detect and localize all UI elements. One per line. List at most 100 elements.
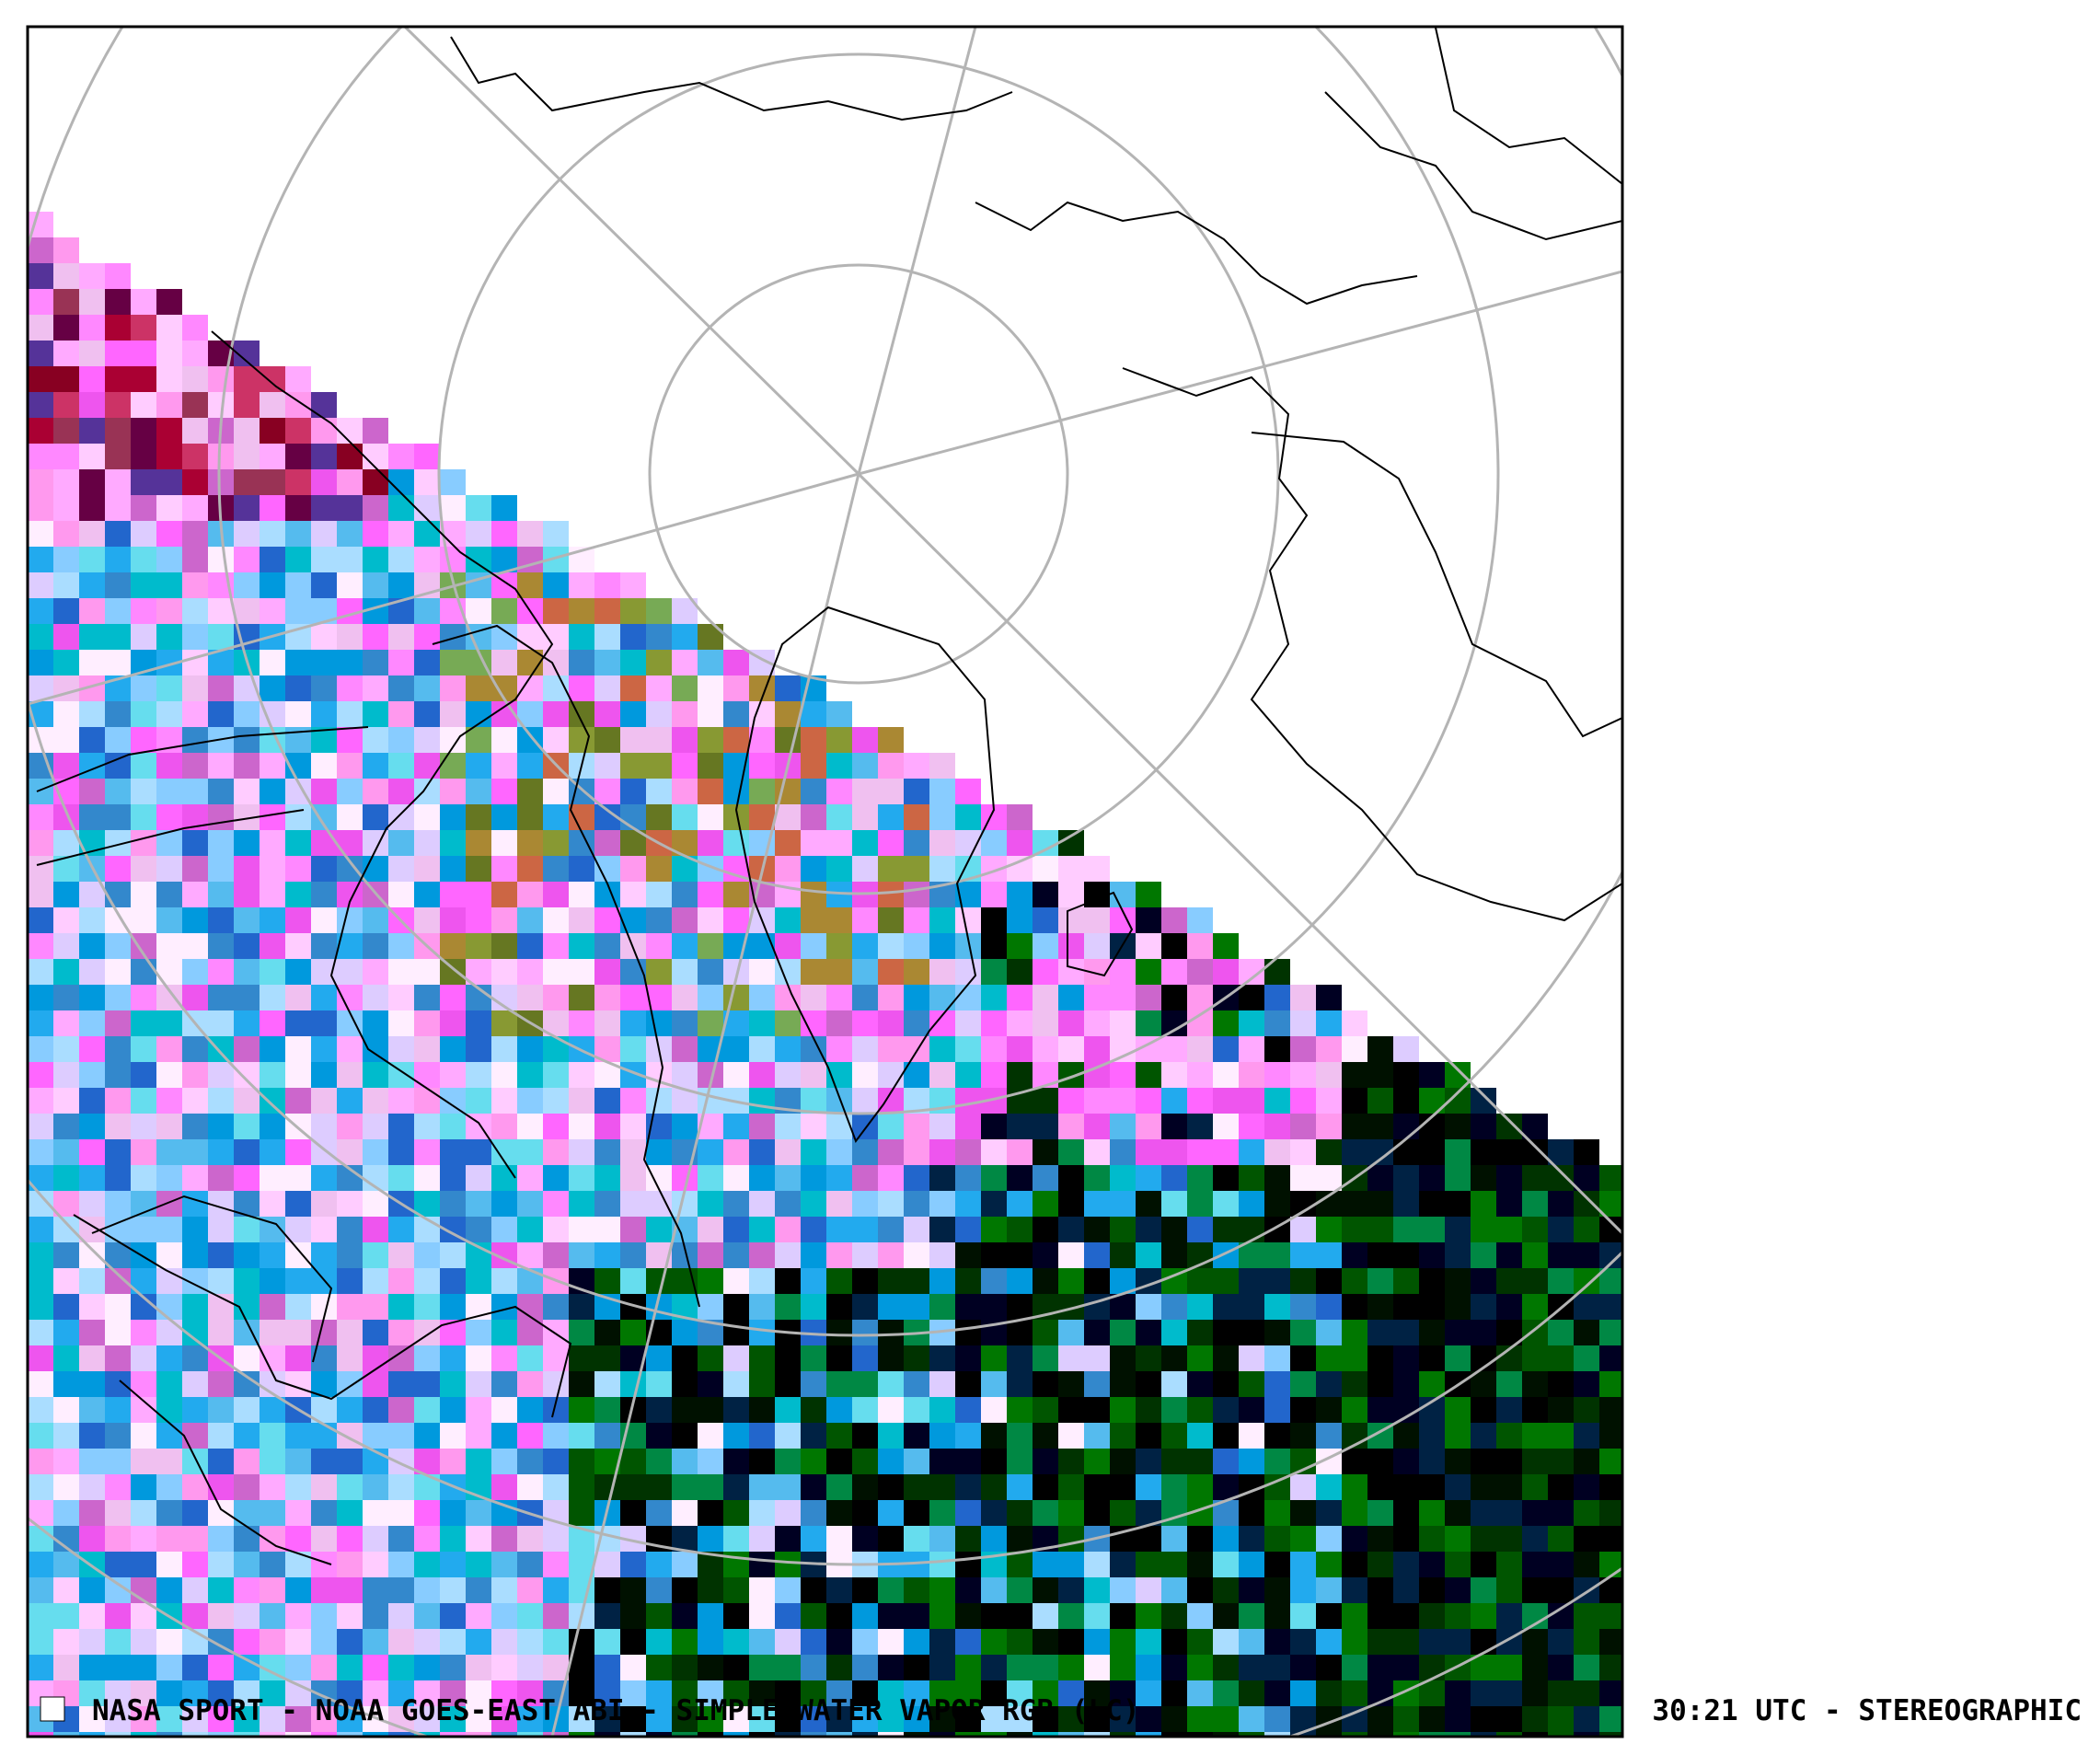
image-cell bbox=[543, 1036, 569, 1062]
image-cell bbox=[182, 1449, 208, 1474]
image-cell bbox=[1342, 1010, 1367, 1036]
image-cell bbox=[53, 1294, 79, 1320]
image-cell bbox=[1290, 1655, 1316, 1680]
image-cell bbox=[955, 1010, 981, 1036]
image-cell bbox=[1239, 1345, 1264, 1371]
image-cell bbox=[131, 1680, 156, 1706]
image-cell bbox=[1213, 1294, 1239, 1320]
image-cell bbox=[208, 1268, 234, 1294]
image-cell bbox=[53, 1268, 79, 1294]
image-cell bbox=[517, 1088, 543, 1114]
image-cell bbox=[1445, 1577, 1471, 1603]
image-cell bbox=[156, 1397, 182, 1423]
image-cell bbox=[1058, 1577, 1084, 1603]
image-cell bbox=[1058, 1655, 1084, 1680]
image-cell bbox=[1445, 1474, 1471, 1500]
image-cell bbox=[594, 1345, 620, 1371]
image-cell bbox=[156, 1423, 182, 1449]
image-cell bbox=[1393, 1474, 1419, 1500]
image-cell bbox=[79, 1655, 105, 1680]
image-cell bbox=[491, 753, 517, 779]
image-cell bbox=[569, 1655, 594, 1680]
image-cell bbox=[620, 907, 646, 933]
image-cell bbox=[594, 675, 620, 701]
image-cell bbox=[620, 882, 646, 907]
image-cell bbox=[388, 650, 414, 675]
image-cell bbox=[646, 1010, 672, 1036]
image-cell bbox=[981, 959, 1007, 985]
image-cell bbox=[337, 1526, 363, 1552]
image-cell bbox=[1136, 1655, 1161, 1680]
image-cell bbox=[1136, 1242, 1161, 1268]
image-cell bbox=[156, 1320, 182, 1345]
image-cell bbox=[156, 959, 182, 985]
image-cell bbox=[1548, 1526, 1574, 1552]
image-cell bbox=[79, 1062, 105, 1088]
image-cell bbox=[131, 1062, 156, 1088]
image-cell bbox=[929, 907, 955, 933]
image-cell bbox=[1342, 1603, 1367, 1629]
image-cell bbox=[904, 959, 929, 985]
image-cell bbox=[337, 1036, 363, 1062]
image-cell bbox=[594, 1268, 620, 1294]
satellite-imagery bbox=[28, 212, 1622, 1737]
image-cell bbox=[672, 1603, 698, 1629]
image-cell bbox=[904, 1371, 929, 1397]
image-cell bbox=[594, 856, 620, 882]
image-cell bbox=[878, 1706, 904, 1732]
image-cell bbox=[388, 547, 414, 572]
image-cell bbox=[723, 1577, 749, 1603]
image-cell bbox=[1419, 1217, 1445, 1242]
image-cell bbox=[337, 572, 363, 598]
image-cell bbox=[1419, 1552, 1445, 1577]
image-cell bbox=[131, 1629, 156, 1655]
image-cell bbox=[1419, 1732, 1445, 1737]
image-cell bbox=[929, 1268, 955, 1294]
image-cell bbox=[543, 907, 569, 933]
image-cell bbox=[749, 1397, 775, 1423]
image-cell bbox=[363, 1655, 388, 1680]
image-cell bbox=[904, 1500, 929, 1526]
image-cell bbox=[543, 933, 569, 959]
image-cell bbox=[79, 1320, 105, 1345]
image-cell bbox=[234, 1732, 260, 1737]
image-cell bbox=[1213, 1655, 1239, 1680]
coastline bbox=[1067, 891, 1134, 977]
image-cell bbox=[1213, 1345, 1239, 1371]
image-cell bbox=[723, 1655, 749, 1680]
image-cell bbox=[414, 1294, 440, 1320]
image-cell bbox=[208, 701, 234, 727]
image-cell bbox=[182, 1526, 208, 1552]
image-cell bbox=[491, 1603, 517, 1629]
image-cell bbox=[234, 830, 260, 856]
image-cell bbox=[1161, 1345, 1187, 1371]
image-cell bbox=[1161, 1088, 1187, 1114]
image-cell bbox=[1367, 1165, 1393, 1191]
image-cell bbox=[208, 366, 234, 392]
image-cell bbox=[1393, 1217, 1419, 1242]
image-cell bbox=[1522, 1449, 1548, 1474]
image-cell bbox=[1574, 1371, 1599, 1397]
image-cell bbox=[1574, 1242, 1599, 1268]
image-cell bbox=[1161, 1062, 1187, 1088]
image-cell bbox=[466, 1088, 491, 1114]
image-cell bbox=[491, 1577, 517, 1603]
image-cell bbox=[801, 1088, 826, 1114]
image-cell bbox=[620, 1139, 646, 1165]
image-cell bbox=[285, 985, 311, 1010]
image-cell bbox=[569, 985, 594, 1010]
image-cell bbox=[182, 1062, 208, 1088]
image-cell bbox=[1548, 1242, 1574, 1268]
image-cell bbox=[1033, 933, 1058, 959]
image-cell bbox=[929, 1114, 955, 1139]
image-cell bbox=[594, 572, 620, 598]
image-cell bbox=[517, 1139, 543, 1165]
image-cell bbox=[28, 392, 53, 418]
image-cell bbox=[801, 1268, 826, 1294]
image-cell bbox=[852, 933, 878, 959]
image-cell bbox=[904, 1680, 929, 1706]
image-cell bbox=[337, 1088, 363, 1114]
map-frame bbox=[26, 25, 1624, 1738]
image-cell bbox=[337, 1629, 363, 1655]
image-cell bbox=[543, 1655, 569, 1680]
